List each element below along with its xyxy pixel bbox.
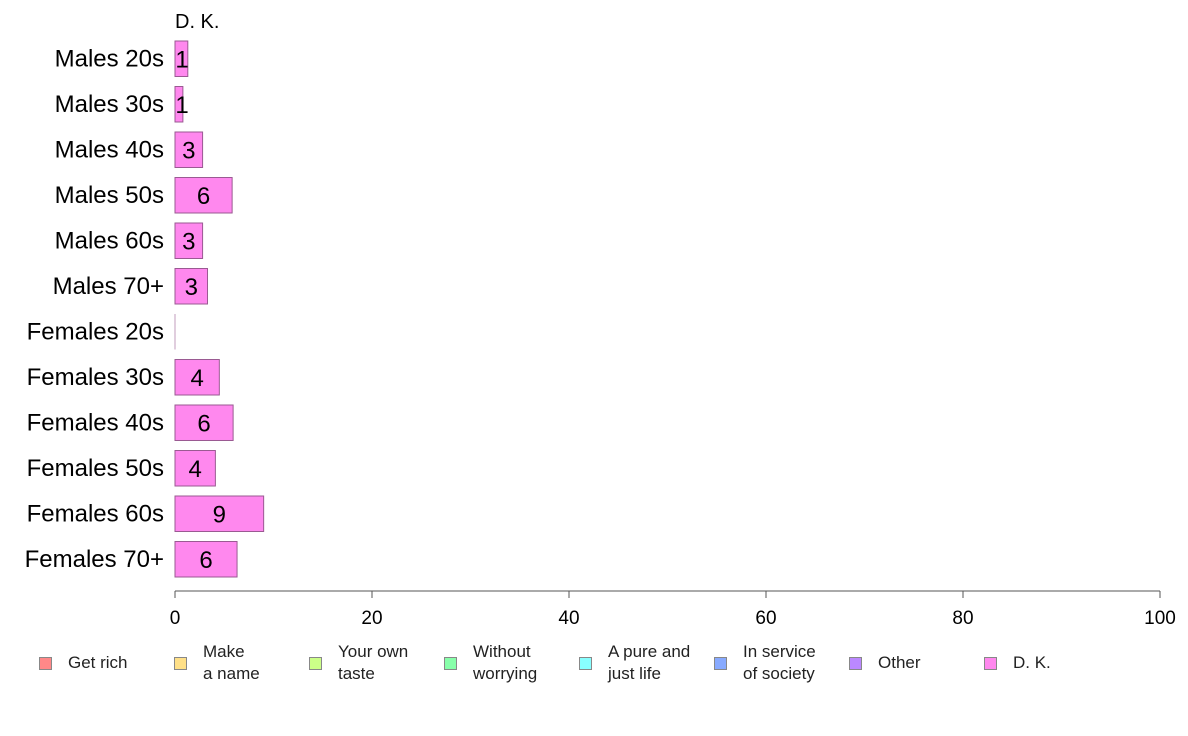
- category-label: Females 60s: [27, 500, 164, 527]
- legend-swatch: [579, 656, 592, 670]
- legend-label: D. K.: [1013, 653, 1051, 672]
- category-label: Females 70+: [25, 546, 164, 573]
- x-tick-label: 80: [952, 608, 973, 629]
- x-tick-label: 20: [361, 608, 382, 629]
- bar: [174, 359, 220, 396]
- legend-label: In service of society: [743, 642, 816, 683]
- legend-label: A pure and just life: [608, 642, 691, 683]
- bar: [174, 268, 209, 305]
- legend-label: Other: [878, 653, 921, 672]
- legend-item: Other: [849, 640, 921, 686]
- bar-value-label: 4: [189, 456, 202, 483]
- legend-item: D. K.: [984, 640, 1051, 686]
- legend-swatch: [174, 656, 187, 670]
- x-axis: 0 20 40 60 80 100: [170, 590, 1176, 629]
- bar: [174, 222, 204, 259]
- category-label: Females 20s: [27, 318, 164, 345]
- category-label: Males 30s: [55, 91, 164, 118]
- legend-swatch: [714, 656, 727, 670]
- bar: [174, 541, 238, 578]
- bar: [174, 450, 216, 487]
- category-label: Males 20s: [55, 45, 164, 72]
- x-tick-label: 40: [558, 608, 579, 629]
- series-title: D. K.: [175, 11, 219, 33]
- legend-item: Your own taste: [309, 640, 408, 686]
- category-label: Males 70+: [53, 273, 164, 300]
- legend-item: In service of society: [714, 640, 816, 686]
- category-label: Males 40s: [55, 136, 164, 163]
- legend-label: Your own taste: [338, 642, 409, 683]
- legend-swatch: [444, 656, 457, 670]
- bar-value-label: 6: [197, 183, 210, 210]
- bar: [174, 404, 234, 441]
- bar: [174, 40, 189, 77]
- legend-swatch: [849, 656, 862, 670]
- bar-value-label: 4: [190, 365, 203, 392]
- bar: [174, 86, 184, 123]
- category-label: Males 60s: [55, 227, 164, 254]
- bar-value-label: 1: [175, 92, 188, 119]
- legend-item: Without worrying: [444, 640, 537, 686]
- x-tick-label: 60: [755, 608, 776, 629]
- bar: [174, 177, 233, 214]
- bar-value-label: 9: [213, 501, 226, 528]
- category-label: Females 30s: [27, 364, 164, 391]
- x-tick-label: 100: [1144, 608, 1176, 629]
- legend-item: A pure and just life: [579, 640, 690, 686]
- bar-value-label: 3: [182, 228, 195, 255]
- bar-value-label: 1: [175, 46, 188, 73]
- category-label: Males 50s: [55, 182, 164, 209]
- bar-value-label: 3: [182, 137, 195, 164]
- bar: [174, 131, 204, 168]
- bar: [174, 495, 265, 532]
- bar-value-label: 6: [197, 410, 210, 437]
- legend-item: Get rich: [39, 640, 128, 686]
- category-label: Females 50s: [27, 455, 164, 482]
- legend-label: Make a name: [203, 642, 260, 683]
- legend-item: Make a name: [174, 640, 260, 686]
- legend-swatch: [39, 656, 52, 670]
- bar-value-label: 3: [185, 274, 198, 301]
- bar-value-label: 6: [199, 547, 212, 574]
- legend-label: Get rich: [68, 653, 128, 672]
- bars-group: Males 20s 1 Males 30s 1 Males 40s 3 Males 50s 6…: [25, 40, 265, 578]
- x-tick-label: 0: [170, 608, 181, 629]
- legend: Get rich Make a name Your own taste Without…: [0, 640, 1188, 690]
- legend-label: Without worrying: [473, 642, 538, 683]
- category-label: Females 40s: [27, 409, 164, 436]
- legend-swatch: [309, 656, 322, 670]
- legend-swatch: [984, 656, 997, 670]
